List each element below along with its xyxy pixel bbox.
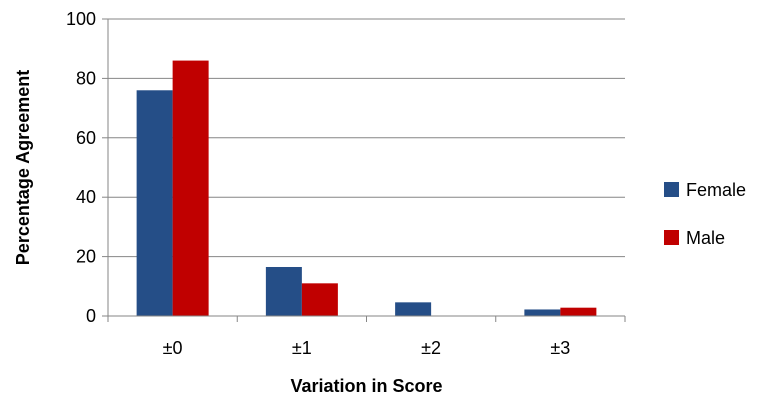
- y-axis-title: Percentage Agreement: [13, 70, 33, 265]
- x-tick-label: ±2: [421, 338, 441, 358]
- x-tick-label: ±3: [550, 338, 570, 358]
- y-tick-labels: 0 20 40 60 80 100: [66, 9, 96, 326]
- y-tick-label: 0: [86, 306, 96, 326]
- x-tick-label: ±1: [292, 338, 312, 358]
- bar-male-1: [301, 283, 338, 316]
- bar-female-3: [524, 309, 561, 316]
- bar-male-3: [560, 307, 597, 316]
- y-tick-label: 80: [76, 68, 96, 88]
- legend-item: Female: [664, 180, 746, 200]
- bar-female-1: [265, 266, 302, 316]
- legend-swatch: [664, 230, 679, 245]
- bars: [136, 60, 597, 316]
- y-tick-label: 40: [76, 187, 96, 207]
- x-tick-label: ±0: [163, 338, 183, 358]
- legend-item: Male: [664, 228, 725, 248]
- y-tick-label: 20: [76, 247, 96, 267]
- x-tick-labels: ±0 ±1 ±2 ±3: [163, 338, 571, 358]
- legend-label: Male: [686, 228, 725, 248]
- y-tick-label: 100: [66, 9, 96, 29]
- bar-female-2: [395, 302, 432, 316]
- bar-female-0: [136, 90, 173, 316]
- legend-swatch: [664, 182, 679, 197]
- bar-male-0: [172, 60, 209, 316]
- y-tick-label: 60: [76, 128, 96, 148]
- axes: [102, 18, 626, 322]
- x-axis-title: Variation in Score: [290, 376, 442, 396]
- legend-label: Female: [686, 180, 746, 200]
- legend: Female Male: [664, 180, 746, 248]
